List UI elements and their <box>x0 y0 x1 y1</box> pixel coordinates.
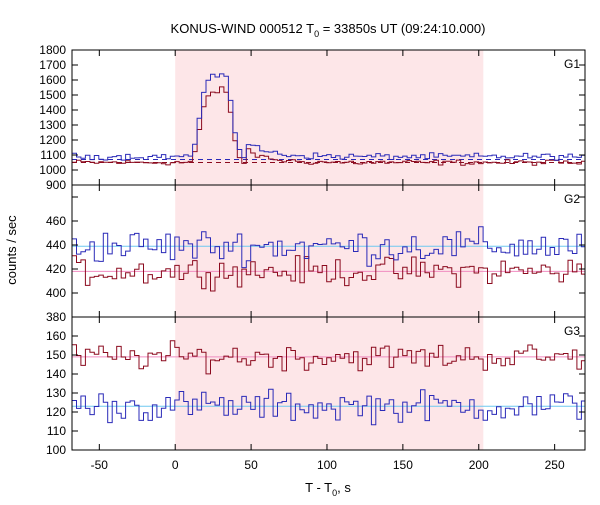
y-tick-label: 1000 <box>39 163 66 177</box>
plot-layer: 900100011001200130014001500160017001800G… <box>39 43 586 472</box>
panel-label-g1: G1 <box>564 57 580 71</box>
x-tick-label: -50 <box>91 458 109 472</box>
y-tick-label: 130 <box>46 386 66 400</box>
y-tick-label: 150 <box>46 348 66 362</box>
y-tick-label: 420 <box>46 262 66 276</box>
x-tick-label: 150 <box>393 458 413 472</box>
panel-g2: 380 400 420 440 460 G2 <box>46 184 586 324</box>
series-a-step-line <box>72 388 585 426</box>
y-tick-label: 1100 <box>40 148 66 162</box>
panel-frame <box>71 316 586 451</box>
series-a-step-line <box>72 73 585 161</box>
y-tick-label: 1200 <box>39 133 66 147</box>
y-tick-label: 100 <box>46 443 66 457</box>
x-tick-label: 0 <box>172 458 179 472</box>
highlight-band <box>175 50 484 450</box>
y-tick-label: 1500 <box>39 88 66 102</box>
y-tick-label: 460 <box>46 214 66 228</box>
series-b-step-line <box>72 255 585 292</box>
panel-label-g3: G3 <box>564 324 580 338</box>
series-a-step-line <box>72 226 585 269</box>
series-b-step-line <box>72 86 585 166</box>
panel-label-g2: G2 <box>564 192 580 206</box>
series-b-step-line <box>72 340 585 375</box>
y-tick-label: 1300 <box>39 118 66 132</box>
y-tick-label: 1400 <box>39 103 66 117</box>
y-tick-label: 900 <box>46 178 66 192</box>
y-tick-label: 380 <box>46 310 66 324</box>
y-tick-label: 160 <box>46 329 66 343</box>
y-tick-label: 1700 <box>39 58 66 72</box>
x-tick-label: 200 <box>469 458 489 472</box>
panel-g3: 100 110 120 130 140 150 160 G3 <box>46 316 586 457</box>
y-tick-label: 400 <box>46 286 66 300</box>
x-tick-label: 100 <box>317 458 337 472</box>
x-axis-label: T - T0, s <box>305 480 351 498</box>
x-tick-label: 250 <box>545 458 565 472</box>
y-tick-label: 140 <box>46 367 66 381</box>
y-tick-label: 110 <box>47 424 66 438</box>
y-tick-label: 1800 <box>39 43 66 57</box>
y-tick-label: 1600 <box>39 73 66 87</box>
y-tick-label: 120 <box>46 405 66 419</box>
y-tick-label: 440 <box>46 238 66 252</box>
y-axis-label: counts / sec <box>4 215 19 285</box>
chart-title: KONUS-WIND 000512 T0 = 33850s UT (09:24:… <box>171 21 486 39</box>
x-tick-label: 50 <box>244 458 258 472</box>
